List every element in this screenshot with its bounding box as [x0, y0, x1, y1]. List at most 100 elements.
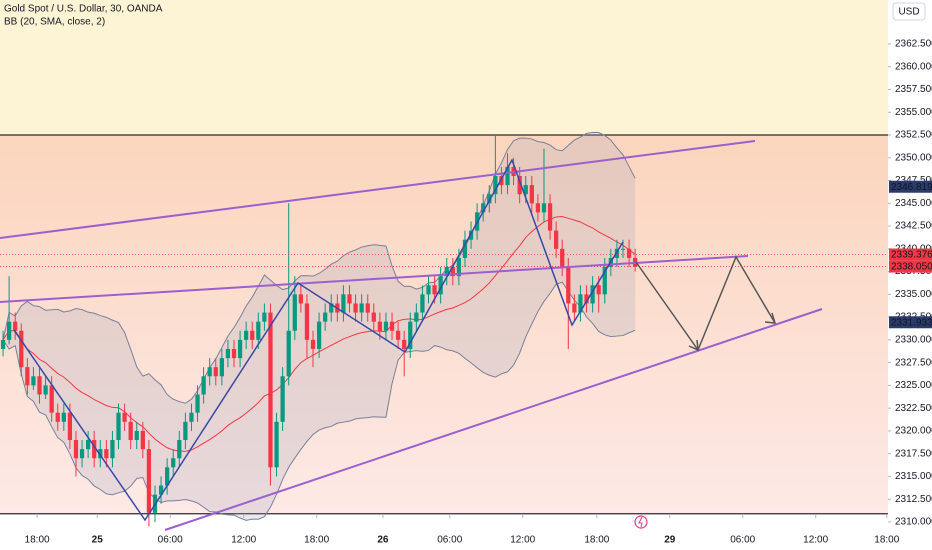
- y-tick-label: 2357.500: [895, 84, 932, 95]
- channel-middle: [0, 255, 749, 303]
- candle-body: [432, 285, 437, 295]
- x-tick-label: 18:00: [304, 535, 329, 546]
- projection: [635, 255, 776, 352]
- price-label-box: [889, 248, 932, 261]
- candle-body: [402, 339, 407, 349]
- candle-body: [529, 185, 534, 204]
- candle-body: [86, 440, 91, 450]
- y-tick-label: 2335.000: [895, 289, 932, 300]
- candle-body: [566, 267, 571, 304]
- candle-body: [547, 203, 553, 231]
- candle-body: [128, 421, 133, 441]
- candle-body: [49, 385, 54, 413]
- candle-body: [535, 203, 541, 213]
- candle-body: [0, 339, 6, 349]
- candle-body: [377, 321, 383, 331]
- candle-body: [395, 330, 401, 340]
- candle-body: [110, 440, 115, 459]
- candle-body: [614, 248, 620, 258]
- event-icon-bolt: [638, 516, 643, 528]
- candle-body: [79, 449, 85, 459]
- price-axis: [888, 0, 932, 550]
- arrow-head: [764, 312, 777, 324]
- candle-body: [505, 166, 510, 186]
- x-tick-label: 18:00: [874, 535, 899, 546]
- candle-body: [590, 285, 595, 304]
- bb-lower: [2, 281, 636, 521]
- candle-body: [250, 330, 255, 340]
- candle-body: [6, 321, 12, 340]
- y-tick-label: 2322.500: [895, 403, 932, 414]
- zigzag: [13, 281, 406, 522]
- candle-body: [134, 430, 139, 441]
- candle-body: [189, 412, 194, 422]
- x-tick-label: 25: [92, 535, 104, 546]
- x-tick-label: 26: [377, 535, 389, 546]
- candle-body: [116, 412, 121, 441]
- x-tick-label: 06:00: [158, 535, 183, 546]
- price-label: 2346.819: [891, 182, 932, 193]
- price-label-box: [889, 316, 932, 329]
- candle-body: [359, 303, 364, 313]
- candle-body: [462, 239, 468, 258]
- candle-body: [225, 348, 231, 359]
- x-tick-label: 29: [664, 535, 676, 546]
- y-tick-label: 2355.000: [895, 107, 932, 118]
- drawings: [0, 140, 823, 531]
- candle-body: [468, 230, 474, 240]
- candle-body: [19, 330, 24, 368]
- arrow-head: [688, 339, 699, 352]
- candle-body: [55, 412, 60, 422]
- price-label-box: [889, 260, 932, 273]
- candle-body: [620, 248, 626, 250]
- candle-body: [92, 440, 97, 459]
- candle-body: [213, 367, 218, 377]
- candle-body: [262, 312, 267, 322]
- candle-body: [329, 303, 334, 313]
- candle-body: [560, 248, 565, 268]
- candle-body: [122, 412, 127, 422]
- candle-body: [408, 321, 413, 349]
- candle-body: [67, 412, 73, 441]
- candle-body: [365, 303, 370, 313]
- candle-body: [572, 303, 577, 313]
- y-tick-label: 2345.000: [895, 198, 932, 209]
- time-axis: [0, 514, 888, 550]
- channel-upper: [0, 140, 756, 239]
- x-tick-label: 12:00: [231, 535, 256, 546]
- channel-lower: [164, 308, 823, 531]
- candle-body: [98, 449, 103, 459]
- candle-body: [438, 276, 443, 295]
- x-tick-label: 18:00: [25, 535, 50, 546]
- candle-body: [517, 175, 522, 195]
- candle-body: [237, 339, 243, 359]
- candle-body: [244, 330, 249, 340]
- candle-body: [231, 348, 237, 359]
- candle-body: [61, 412, 66, 422]
- candle-body: [493, 175, 498, 195]
- candle-body: [280, 376, 285, 422]
- candle-body: [25, 367, 30, 386]
- candle-body: [268, 312, 273, 468]
- currency-label: USD: [898, 7, 919, 18]
- event-icon[interactable]: [634, 515, 648, 529]
- candle-body: [298, 294, 303, 304]
- candle-body: [456, 257, 462, 277]
- candle-body: [177, 440, 182, 459]
- candle-body: [43, 385, 48, 395]
- candle-body: [426, 285, 431, 295]
- candle-body: [146, 449, 152, 513]
- candle-body: [256, 321, 261, 340]
- candle-body: [171, 458, 176, 468]
- candle-body: [444, 267, 449, 277]
- y-tick-label: 2350.000: [895, 152, 932, 163]
- y-tick-label: 2342.500: [895, 221, 932, 232]
- candle-body: [578, 294, 583, 313]
- currency-button[interactable]: [892, 2, 926, 21]
- candle-body: [195, 394, 200, 413]
- chart-title: Gold Spot / U.S. Dollar, 30, OANDA: [4, 4, 163, 15]
- candle-body: [347, 294, 352, 304]
- price-label-box: [889, 180, 932, 193]
- candle-body: [73, 440, 79, 459]
